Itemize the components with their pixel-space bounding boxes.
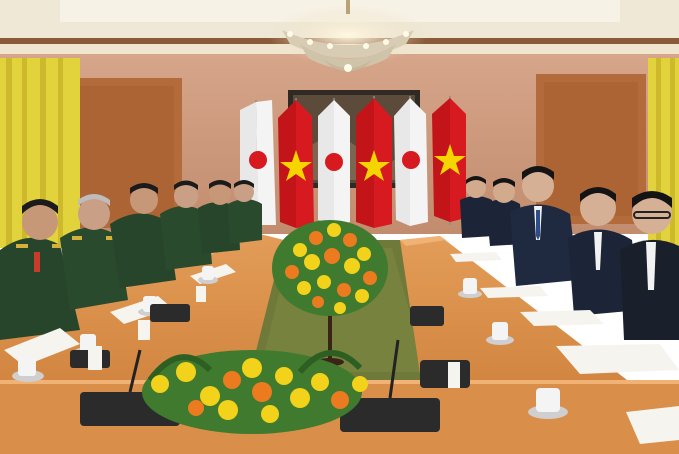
flag-japan (394, 96, 428, 226)
table-items (4, 252, 679, 444)
microphones (70, 304, 470, 432)
officer (0, 199, 80, 340)
back-wall (0, 54, 679, 234)
center-flowers (272, 220, 388, 366)
flags-row (240, 96, 466, 228)
flag-japan (318, 98, 350, 225)
officer (228, 180, 262, 244)
officer (60, 194, 128, 310)
name-plates (88, 286, 460, 388)
vietnam-delegation (0, 180, 262, 340)
flag-vietnam (278, 98, 314, 228)
officer (160, 180, 212, 270)
flag-vietnam (356, 96, 392, 228)
delegate (620, 191, 679, 340)
flag-vietnam (432, 96, 466, 225)
delegate (460, 176, 494, 238)
delegate (510, 166, 578, 286)
front-flowers (142, 349, 368, 434)
japan-delegation (460, 166, 679, 340)
officer (110, 183, 176, 288)
chandelier (268, 0, 428, 72)
